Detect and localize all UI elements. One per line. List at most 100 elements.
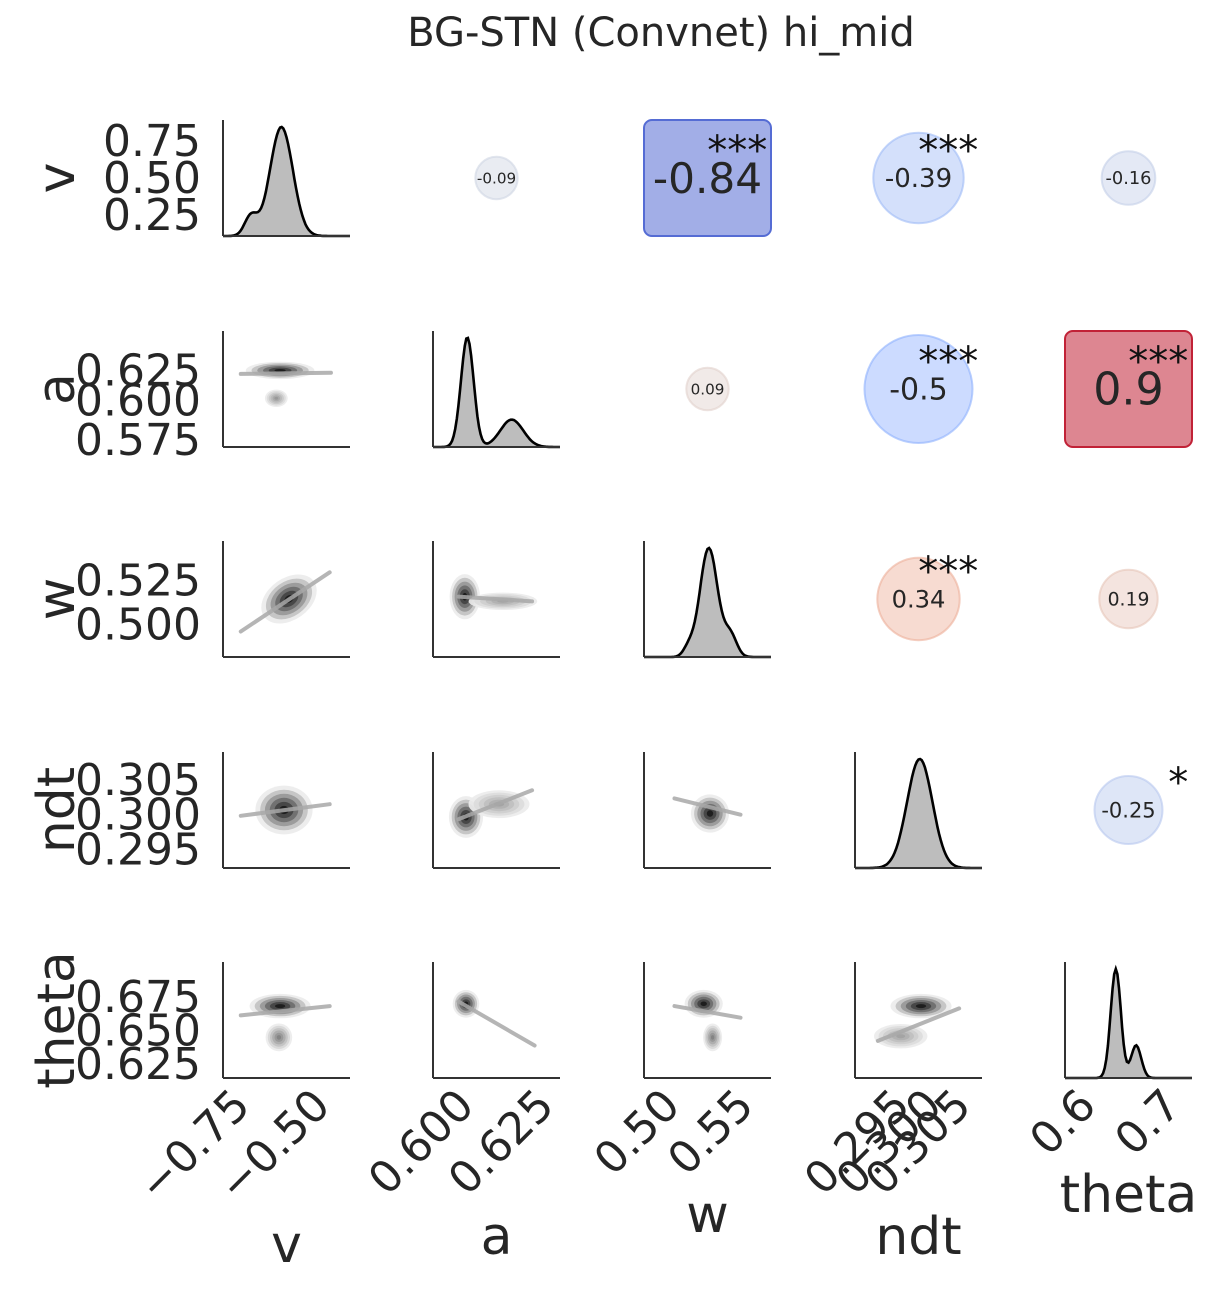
corr-value: -0.25: [1101, 798, 1155, 822]
contour-level: [711, 1035, 715, 1040]
y-tick-label: 0.625: [75, 345, 201, 396]
x-axis-label: ndt: [875, 1207, 961, 1267]
corr-value: -0.16: [1105, 168, 1151, 189]
corr-value: 0.34: [892, 585, 946, 613]
regression-line: [456, 999, 537, 1048]
y-tick-label: 0.625: [75, 1039, 201, 1090]
corr-value: 0.19: [1108, 590, 1150, 611]
y-tick-label: 0.75: [103, 116, 201, 167]
panel-ndt-theta: -0.25 *: [1093, 760, 1188, 845]
y-axis-label: a: [27, 373, 87, 405]
panel-ndt-ndt: [854, 752, 982, 870]
significance-stars: ***: [918, 549, 978, 595]
y-axis-label: theta: [27, 951, 87, 1089]
contour-level: [896, 1034, 906, 1039]
panel-v-v: 0.250.500.75 v: [27, 116, 350, 241]
corr-marker: [685, 366, 730, 412]
y-tick-label: 0.575: [75, 415, 201, 466]
y-tick-label: 0.295: [75, 824, 201, 875]
kde-line-a: [433, 336, 560, 449]
significance-stars: ***: [918, 339, 978, 385]
y-axis-label: v: [27, 163, 87, 194]
contour-level: [274, 369, 286, 372]
x-axis-label: v: [271, 1215, 302, 1275]
y-tick-label: 0.675: [75, 972, 201, 1023]
panel-ndt-w: [643, 752, 771, 869]
contour-level: [700, 1001, 707, 1007]
corr-marker: [863, 334, 974, 444]
contour-level: [275, 1004, 286, 1009]
y-tick-label: 0.300: [75, 790, 201, 841]
y-tick-label: 0.305: [75, 755, 201, 806]
x-axis-label: a: [481, 1207, 513, 1267]
significance-stars: ***: [707, 128, 767, 174]
panel-w-a: [432, 541, 560, 658]
x-tick-label: 0.7: [1105, 1080, 1191, 1166]
panel-w-theta: 0.19: [1098, 568, 1159, 630]
panel-a-ndt: -0.5***: [863, 334, 978, 444]
kde-fill-ndt: [855, 759, 982, 868]
y-tick-label: 0.50: [103, 153, 201, 204]
contour-level: [276, 1035, 282, 1040]
panel-theta-w: 0.500.55w: [585, 962, 771, 1245]
corr-marker: [1098, 568, 1159, 630]
regression-line: [238, 570, 332, 634]
panel-w-ndt: 0.34***: [876, 549, 978, 642]
kde-fill-w: [644, 548, 771, 657]
regression-line: [456, 788, 535, 822]
corr-marker: [1064, 330, 1193, 448]
y-tick-label: 0.25: [103, 190, 201, 241]
corr-value: -0.5: [889, 373, 948, 408]
regression-line: [238, 802, 332, 818]
corr-value: -0.84: [653, 154, 762, 203]
corr-marker: [1093, 775, 1164, 845]
contour-level: [274, 396, 279, 400]
regression-line: [238, 1004, 332, 1018]
significance-stars: ***: [918, 128, 978, 174]
contour-level: [915, 1004, 927, 1009]
x-axis-label: w: [686, 1185, 729, 1245]
kde-fill-a: [433, 338, 560, 447]
panel-grid: 0.250.500.75v -0.09 -0.84***-0.39***-0.160…: [27, 116, 1197, 1275]
panel-ndt-a: [432, 752, 560, 869]
chart-title: BG-STN (Convnet) hi_mid: [407, 10, 915, 56]
regression-line: [672, 796, 743, 817]
panel-w-w: [643, 541, 771, 659]
panel-v-ndt: -0.39***: [872, 128, 978, 225]
regression-line: [238, 370, 333, 376]
panel-v-a: -0.09: [474, 155, 519, 201]
x-tick-label: 0.55: [658, 1080, 763, 1185]
kde-line-theta: [1065, 964, 1192, 1080]
corr-value: 0.9: [1093, 365, 1164, 416]
regression-line: [875, 1006, 962, 1043]
corr-marker: [1100, 150, 1157, 206]
x-axis-label: theta: [1060, 1165, 1198, 1225]
significance-stars: *: [1168, 760, 1188, 806]
corr-marker: [474, 155, 519, 201]
panel-v-theta: -0.16: [1100, 150, 1157, 206]
corr-marker: [872, 131, 965, 225]
corr-value: -0.09: [477, 169, 516, 187]
panel-v-w: -0.84***: [643, 119, 772, 237]
regression-line: [672, 1004, 743, 1020]
corr-marker: [876, 556, 961, 642]
y-tick-label: 0.650: [75, 1005, 201, 1056]
x-tick-label: 0.6: [1020, 1080, 1106, 1166]
y-axis-label: w: [27, 578, 87, 621]
y-tick-label: 0.525: [75, 555, 201, 606]
corr-value: 0.09: [691, 380, 725, 398]
y-tick-label: 0.600: [75, 376, 201, 427]
contour-level: [706, 810, 714, 817]
y-tick-label: 0.500: [75, 600, 201, 651]
y-axis-label: ndt: [27, 767, 87, 853]
significance-stars: ***: [1128, 339, 1188, 385]
corr-marker: [643, 119, 772, 237]
